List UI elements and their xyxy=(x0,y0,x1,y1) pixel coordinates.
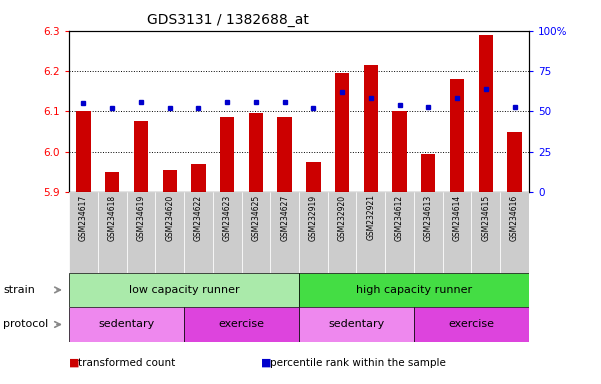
Text: GSM234619: GSM234619 xyxy=(136,194,145,241)
Bar xyxy=(98,192,127,273)
Bar xyxy=(270,192,299,273)
Bar xyxy=(414,307,529,342)
Bar xyxy=(450,79,464,192)
Bar xyxy=(306,162,320,192)
Text: low capacity runner: low capacity runner xyxy=(129,285,239,295)
Bar xyxy=(220,118,234,192)
Text: ■: ■ xyxy=(261,358,272,368)
Bar xyxy=(162,170,177,192)
Text: exercise: exercise xyxy=(448,319,495,329)
Bar xyxy=(76,111,91,192)
Bar xyxy=(278,118,292,192)
Text: percentile rank within the sample: percentile rank within the sample xyxy=(270,358,447,368)
Bar xyxy=(500,192,529,273)
Bar xyxy=(299,192,328,273)
Bar xyxy=(127,192,155,273)
Bar xyxy=(134,121,148,192)
Text: GSM234620: GSM234620 xyxy=(165,194,174,241)
Bar xyxy=(184,307,299,342)
Text: strain: strain xyxy=(3,285,35,295)
Bar xyxy=(69,192,98,273)
Text: GSM234622: GSM234622 xyxy=(194,194,203,240)
Bar xyxy=(105,172,120,192)
Bar xyxy=(335,73,349,192)
Bar xyxy=(421,154,436,192)
Text: GSM234612: GSM234612 xyxy=(395,194,404,240)
Bar xyxy=(414,192,443,273)
Text: exercise: exercise xyxy=(219,319,264,329)
Bar xyxy=(69,273,299,307)
Text: GSM234627: GSM234627 xyxy=(280,194,289,241)
Bar xyxy=(478,35,493,192)
Bar xyxy=(213,192,242,273)
Bar xyxy=(191,164,206,192)
Bar xyxy=(356,192,385,273)
Bar xyxy=(328,192,356,273)
Text: GSM234616: GSM234616 xyxy=(510,194,519,241)
Bar xyxy=(184,192,213,273)
Bar xyxy=(69,307,184,342)
Text: protocol: protocol xyxy=(3,319,48,329)
Bar xyxy=(443,192,471,273)
Bar xyxy=(364,65,378,192)
Text: GSM232919: GSM232919 xyxy=(309,194,318,240)
Bar xyxy=(507,131,522,192)
Text: sedentary: sedentary xyxy=(99,319,154,329)
Text: transformed count: transformed count xyxy=(78,358,175,368)
Text: sedentary: sedentary xyxy=(328,319,385,329)
Bar xyxy=(299,273,529,307)
Bar xyxy=(155,192,184,273)
Bar xyxy=(471,192,500,273)
Text: GSM232920: GSM232920 xyxy=(338,194,347,240)
Text: GSM234625: GSM234625 xyxy=(251,194,260,241)
Text: GSM234613: GSM234613 xyxy=(424,194,433,241)
Bar xyxy=(249,113,263,192)
Bar xyxy=(299,307,414,342)
Text: high capacity runner: high capacity runner xyxy=(356,285,472,295)
Text: GSM232921: GSM232921 xyxy=(367,194,376,240)
Text: GSM234623: GSM234623 xyxy=(222,194,231,241)
Bar xyxy=(392,111,407,192)
Bar xyxy=(242,192,270,273)
Text: GSM234615: GSM234615 xyxy=(481,194,490,241)
Text: GSM234614: GSM234614 xyxy=(453,194,462,241)
Text: GSM234617: GSM234617 xyxy=(79,194,88,241)
Text: GSM234618: GSM234618 xyxy=(108,194,117,240)
Bar xyxy=(385,192,414,273)
Text: ■: ■ xyxy=(69,358,79,368)
Text: GDS3131 / 1382688_at: GDS3131 / 1382688_at xyxy=(147,13,310,27)
